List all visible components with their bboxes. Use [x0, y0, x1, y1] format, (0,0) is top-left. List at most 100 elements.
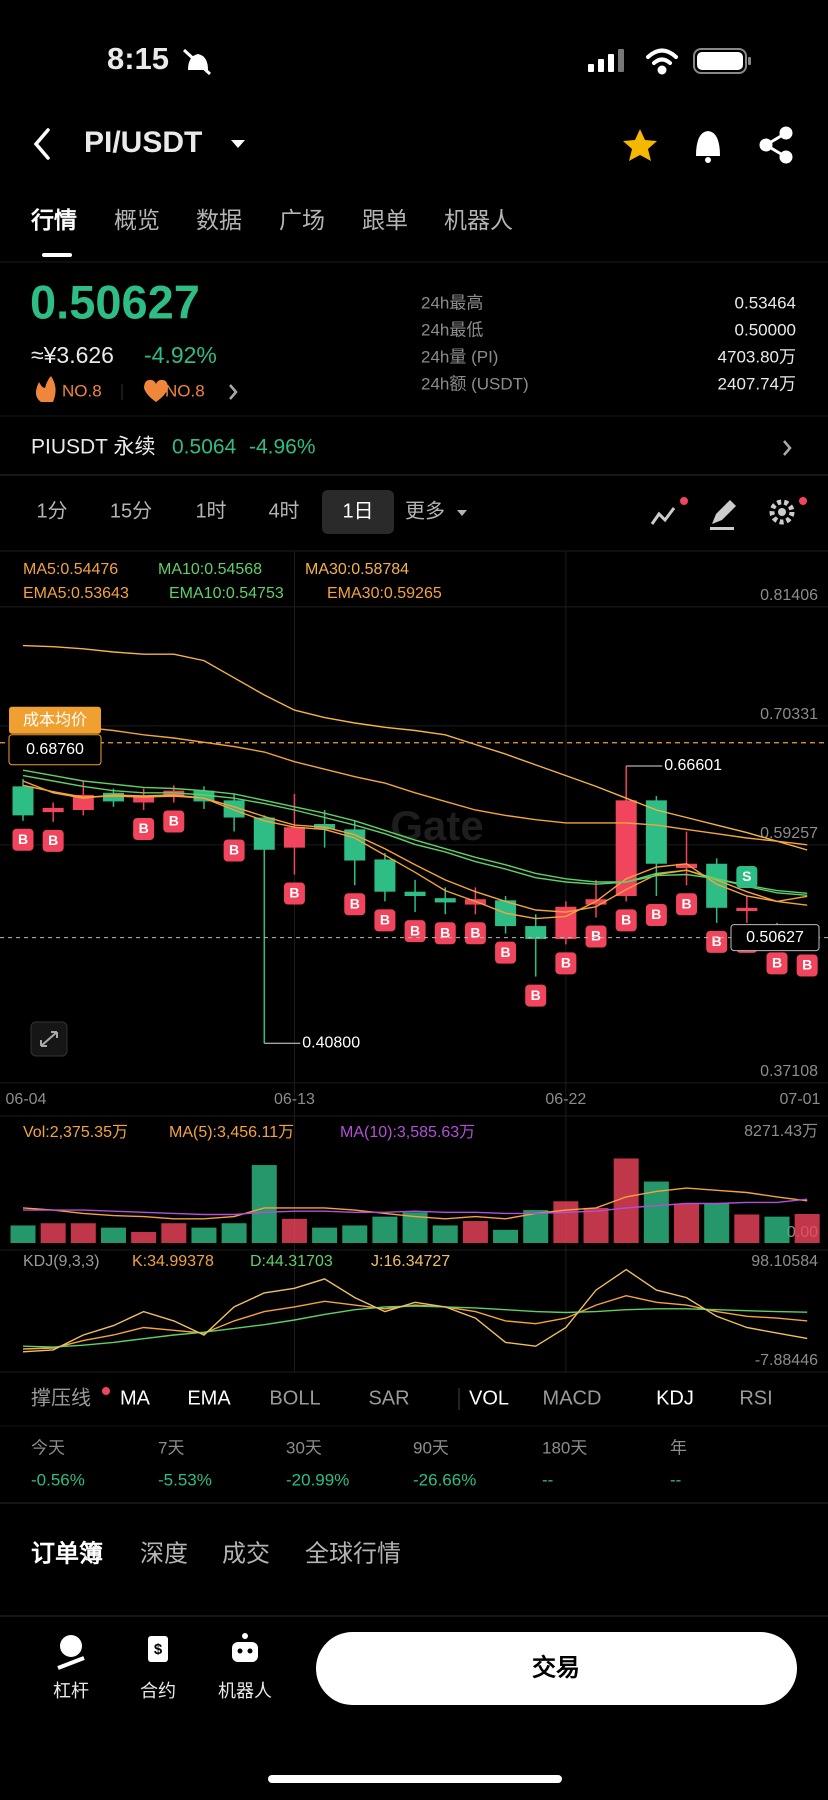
stat-value: 0.53464 — [735, 293, 796, 312]
y-tick-label: 98.10584 — [751, 1253, 818, 1270]
notice-dot — [102, 1387, 110, 1395]
tab[interactable]: 跟单 — [362, 207, 408, 233]
trade-marker-label: B — [18, 831, 28, 847]
high-label: 0.66601 — [664, 757, 722, 774]
period-label: 30天 — [286, 1438, 322, 1457]
trade-marker-label: B — [169, 813, 179, 829]
book-tab[interactable]: 成交 — [222, 1540, 270, 1567]
book-tab[interactable]: 深度 — [140, 1540, 188, 1567]
pair-dropdown[interactable] — [231, 140, 245, 148]
candle-body — [133, 796, 155, 803]
nav-label[interactable]: 机器人 — [218, 1681, 272, 1701]
indicator[interactable]: VOL — [469, 1387, 509, 1409]
legend-entry: MA10:0.54568 — [158, 561, 262, 578]
trade-marker — [615, 909, 637, 932]
book-tab[interactable]: 订单簿 — [31, 1539, 103, 1567]
back-button[interactable] — [33, 128, 50, 160]
chart-tools — [650, 497, 807, 530]
interval-bar: 1分 15分 1时 4时 1日 更多 — [36, 490, 467, 534]
x-tick-label: 06-13 — [274, 1091, 315, 1108]
period-change: -0.56% — [31, 1470, 85, 1489]
y-tick-label: -7.88446 — [755, 1352, 818, 1369]
nav-label[interactable]: 合约 — [140, 1681, 176, 1701]
interval[interactable]: 1分 — [36, 499, 67, 522]
candle-body — [736, 907, 758, 912]
pair-title[interactable]: PI/USDT — [84, 126, 202, 159]
ma-line — [22, 644, 808, 851]
fav-rank[interactable]: NO.8 — [165, 381, 205, 400]
candle-body — [706, 863, 728, 908]
indicator[interactable]: BOLL — [269, 1387, 320, 1409]
divider — [0, 474, 828, 476]
candle-body — [525, 926, 547, 939]
trade-marker — [374, 909, 396, 932]
book-tab[interactable]: 全球行情 — [305, 1540, 401, 1567]
perp-chevron[interactable] — [783, 440, 792, 456]
low-label: 0.40800 — [302, 1034, 360, 1051]
indicator[interactable]: MACD — [543, 1387, 602, 1409]
trade-marker — [766, 952, 788, 975]
volume-bar — [40, 1223, 66, 1243]
indicator[interactable]: 撑压线 — [31, 1386, 91, 1409]
alert-bell[interactable] — [696, 131, 720, 163]
indicator[interactable]: RSI — [739, 1387, 772, 1409]
interval[interactable]: 1时 — [195, 499, 226, 522]
indicator-line — [22, 1305, 808, 1348]
candle-body — [72, 794, 94, 811]
interval[interactable]: 1日 — [342, 500, 373, 522]
indicator-bar: 撑压线 MA EMA BOLL SAR VOL MACD KDJ RSI — [31, 1386, 773, 1409]
trade-button[interactable] — [316, 1632, 797, 1705]
last-price-tag — [730, 924, 820, 952]
favorite-star[interactable] — [623, 129, 657, 161]
y-tick-label: 0.70331 — [760, 706, 818, 723]
stat-label: 24h额 (USDT) — [421, 374, 529, 393]
volume-bar — [432, 1225, 458, 1243]
tab[interactable]: 数据 — [196, 207, 242, 233]
hot-rank[interactable]: NO.8 — [62, 381, 102, 400]
trade-marker-label: B — [591, 928, 601, 944]
trade-marker — [344, 893, 366, 916]
tab[interactable]: 概览 — [114, 207, 160, 233]
interval[interactable]: 更多 — [405, 499, 445, 522]
indicator[interactable]: SAR — [368, 1387, 409, 1409]
trade-marker-label: B — [651, 906, 661, 922]
home-indicator — [268, 1775, 562, 1783]
rank-chevron[interactable] — [229, 384, 238, 400]
book-tabs: 订单簿 深度 成交 全球行情 — [31, 1539, 401, 1567]
trade-marker — [736, 865, 758, 888]
cost-tag-label: 成本均价 — [23, 711, 87, 729]
volume-bar — [764, 1216, 790, 1243]
draw-tool[interactable] — [712, 500, 736, 524]
hot-rank-icon — [35, 376, 56, 402]
indicator[interactable]: EMA — [187, 1387, 231, 1409]
interval[interactable]: 4时 — [268, 499, 299, 522]
indicator-tool[interactable] — [650, 507, 676, 525]
nav-label[interactable]: 杠杆 — [53, 1681, 89, 1701]
volume-bar — [734, 1214, 760, 1243]
volume-bar — [493, 1229, 519, 1243]
stat-label: 24h最低 — [421, 320, 483, 339]
tab[interactable]: 机器人 — [444, 207, 513, 233]
perp-change: -4.96% — [249, 436, 316, 459]
indicator[interactable]: MA — [120, 1387, 151, 1409]
trade-marker-label: B — [229, 842, 239, 858]
period-change: -20.99% — [286, 1470, 349, 1489]
tab[interactable]: 广场 — [279, 207, 325, 233]
y-tick-label: 0.81406 — [760, 587, 818, 604]
expand-button[interactable] — [30, 1021, 68, 1057]
perp-name[interactable]: PIUSDT 永续 — [31, 436, 155, 459]
share-button[interactable] — [759, 126, 793, 164]
settings-tool[interactable] — [769, 499, 795, 525]
interval[interactable]: 15分 — [110, 499, 152, 522]
volume-bar — [161, 1223, 187, 1243]
trade-button-label[interactable]: 交易 — [532, 1653, 580, 1681]
volume-bar — [613, 1158, 639, 1243]
performance: 今天 -0.56% 7天 -5.53% 30天 -20.99% 90天 -26.66% 180天… — [31, 1438, 687, 1489]
trade-marker-label: B — [410, 922, 420, 938]
cny-price: ≈¥3.626 — [31, 342, 114, 368]
legend-entry: EMA10:0.54753 — [169, 585, 284, 602]
indicator[interactable]: KDJ — [656, 1387, 694, 1409]
mute-icon — [182, 48, 212, 76]
tab[interactable]: 行情 — [30, 207, 77, 233]
trade-marker — [223, 839, 245, 862]
